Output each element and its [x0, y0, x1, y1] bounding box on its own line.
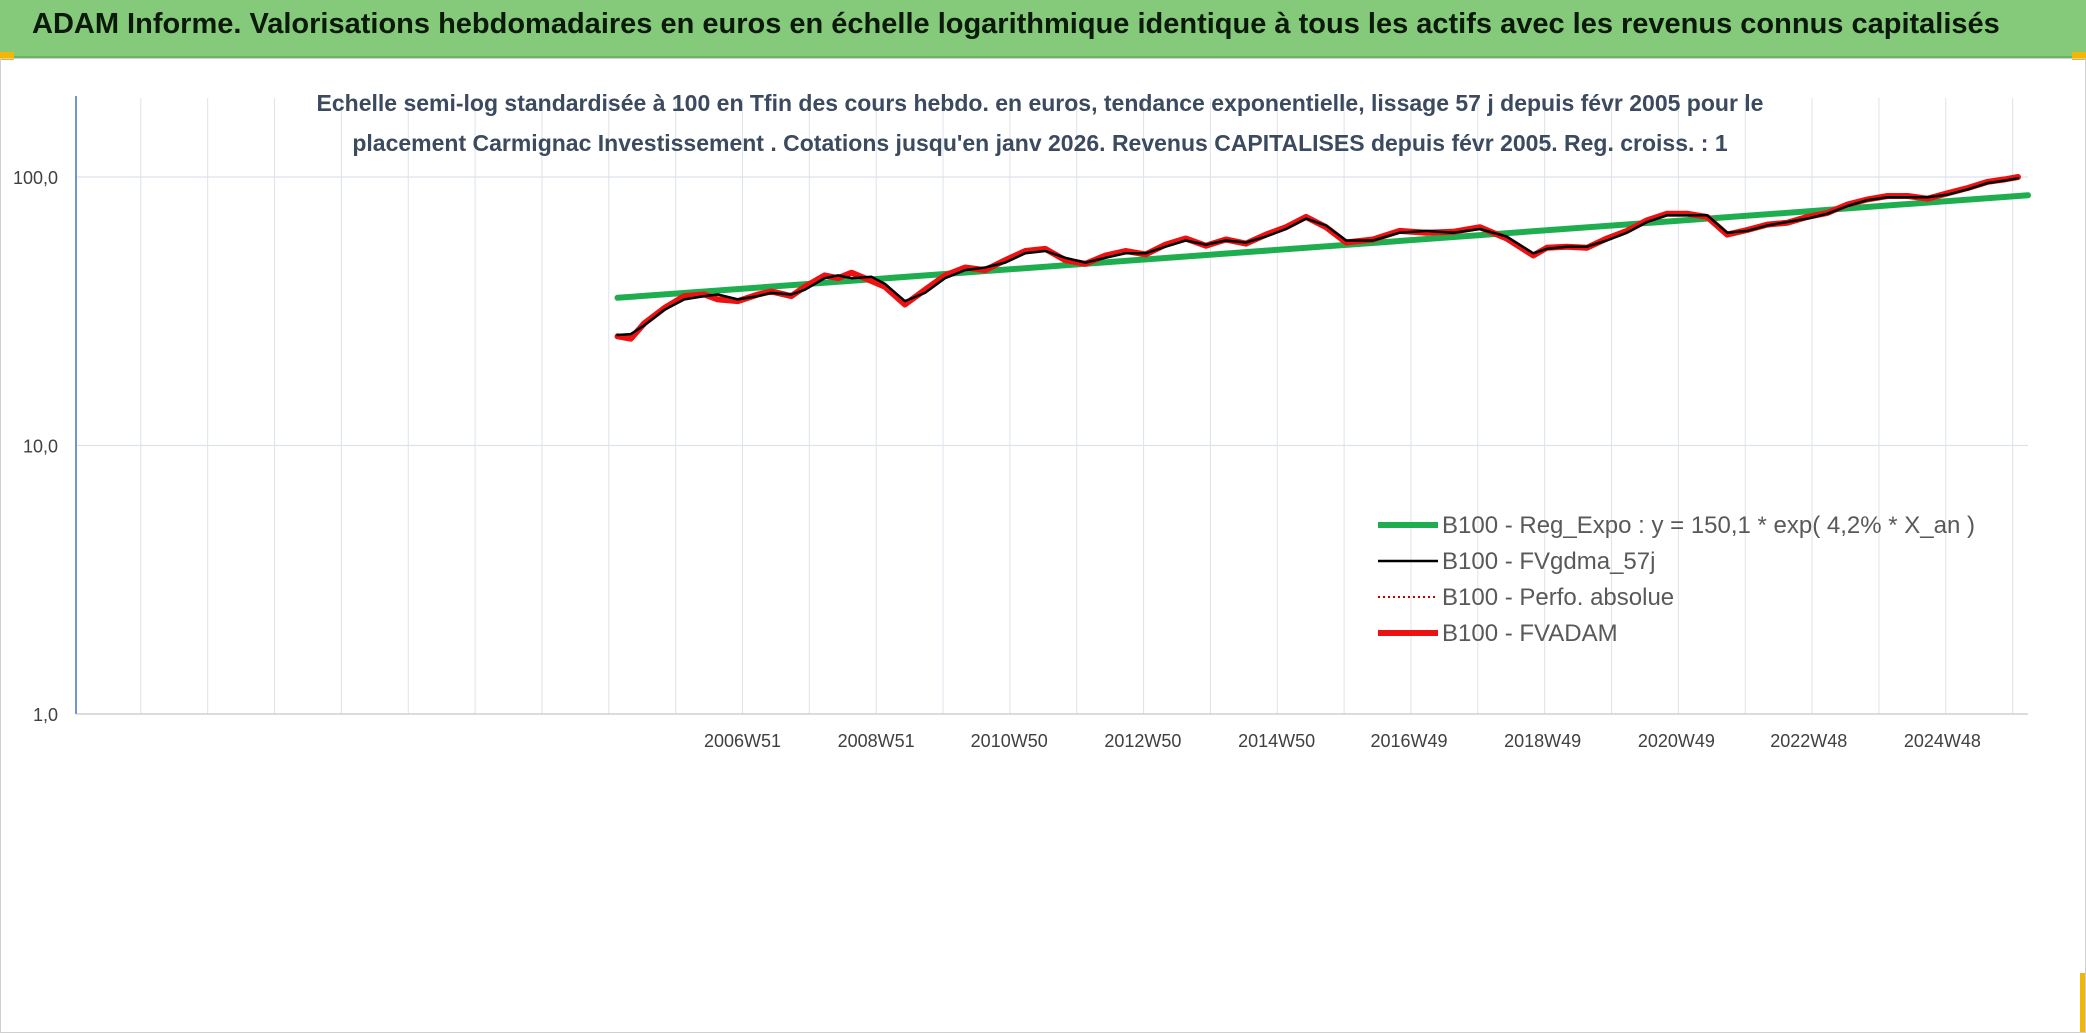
x-tick-label: 2016W49 — [1370, 731, 1447, 751]
x-tick-label: 2010W50 — [971, 731, 1048, 751]
legend-label: B100 - Reg_Expo : y = 150,1 * exp( 4,2% … — [1442, 512, 1975, 539]
chart-title: Echelle semi-log standardisée à 100 en T… — [317, 90, 1764, 156]
chart-title-line-1: Echelle semi-log standardisée à 100 en T… — [317, 90, 1764, 116]
y-tick-label: 10,0 — [23, 437, 58, 457]
y-tick-label: 100,0 — [13, 168, 58, 188]
y-tick-label: 1,0 — [33, 705, 58, 725]
page-title: ADAM Informe. Valorisations hebdomadaire… — [32, 8, 2000, 40]
x-tick-label: 2008W51 — [838, 731, 915, 751]
x-tick-label: 2018W49 — [1504, 731, 1581, 751]
chart-area: 100,0 10,0 1,0 2006W51 2008W51 2010W50 2012W50… — [13, 90, 2031, 751]
x-tick-label: 2020W49 — [1638, 731, 1715, 751]
legend[interactable]: B100 - Reg_Expo : y = 150,1 * exp( 4,2% … — [1378, 512, 1975, 647]
legend-label: B100 - FVADAM — [1442, 620, 1618, 647]
series-line-3 — [614, 174, 2021, 342]
legend-label: B100 - FVgdma_57j — [1442, 548, 1655, 575]
legend-item[interactable]: B100 - FVgdma_57j — [1378, 548, 1655, 575]
x-tick-label: 2024W48 — [1904, 731, 1981, 751]
series-lines — [614, 174, 2031, 342]
x-tick-label: 2014W50 — [1238, 731, 1315, 751]
legend-item[interactable]: B100 - Reg_Expo : y = 150,1 * exp( 4,2% … — [1378, 512, 1975, 539]
chart-title-line-2: placement Carmignac Investissement . Cot… — [352, 130, 1727, 156]
x-tick-label: 2012W50 — [1104, 731, 1181, 751]
gridlines — [76, 98, 2028, 715]
axes: 100,0 10,0 1,0 2006W51 2008W51 2010W50 2012W50… — [13, 96, 2028, 751]
corner-accent-right — [2072, 52, 2086, 60]
legend-item[interactable]: B100 - FVADAM — [1378, 620, 1618, 647]
header-bar: ADAM Informe. Valorisations hebdomadaire… — [0, 0, 2086, 58]
series-line-1 — [616, 176, 2020, 337]
corner-accent-bottom-right — [2080, 973, 2086, 1033]
corner-accent-left — [0, 52, 14, 60]
x-tick-label: 2006W51 — [704, 731, 781, 751]
legend-label: B100 - Perfo. absolue — [1442, 584, 1674, 611]
series-line-0 — [614, 192, 2031, 301]
legend-item[interactable]: B100 - Perfo. absolue — [1378, 584, 1674, 611]
x-tick-label: 2022W48 — [1770, 731, 1847, 751]
